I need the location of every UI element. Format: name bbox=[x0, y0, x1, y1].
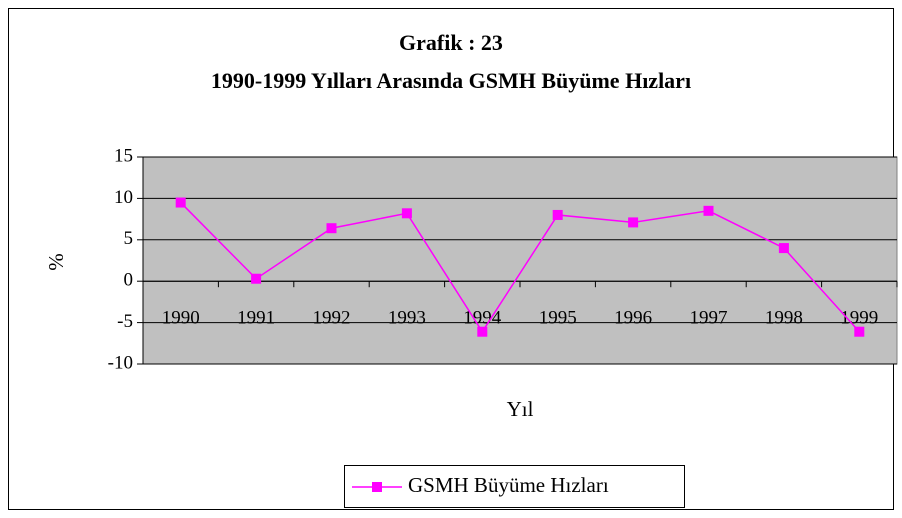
x-tick-label: 1991 bbox=[237, 308, 275, 329]
x-tick-label: 1998 bbox=[765, 308, 803, 329]
data-point bbox=[251, 273, 262, 284]
x-tick-label: 1992 bbox=[313, 308, 351, 329]
legend-label: GSMH Büyüme Hızları bbox=[408, 473, 609, 497]
plot-area bbox=[142, 156, 898, 365]
series-line bbox=[180, 202, 860, 334]
x-tick-label: 1994 bbox=[463, 308, 502, 329]
data-point bbox=[401, 208, 412, 219]
x-tick-label: 1997 bbox=[690, 308, 728, 329]
data-point bbox=[477, 326, 488, 337]
x-tick-label: 1996 bbox=[614, 308, 652, 329]
y-tick-label: 0 bbox=[124, 270, 134, 291]
y-tick-label: 5 bbox=[124, 228, 134, 249]
x-tick-label: 1995 bbox=[539, 308, 577, 329]
chart-title: Grafik : 23 bbox=[399, 30, 503, 55]
x-tick-label: 1999 bbox=[840, 308, 878, 329]
x-tick-label: 1990 bbox=[162, 308, 200, 329]
chart-subtitle: 1990-1999 Yılları Arasında GSMH Büyüme H… bbox=[211, 68, 691, 93]
y-tick-label: 15 bbox=[114, 145, 133, 166]
data-point bbox=[703, 205, 714, 216]
y-axis-label: % bbox=[44, 253, 68, 271]
y-tick-label: 10 bbox=[114, 187, 133, 208]
x-tick-label: 1993 bbox=[388, 308, 426, 329]
data-point bbox=[552, 209, 563, 220]
data-point bbox=[326, 223, 337, 234]
data-point bbox=[175, 197, 186, 208]
data-point bbox=[778, 243, 789, 254]
data-point bbox=[628, 217, 639, 228]
y-tick-label: -5 bbox=[117, 311, 133, 332]
y-tick-label: -10 bbox=[108, 352, 133, 373]
data-point bbox=[854, 326, 865, 337]
x-axis-label: Yıl bbox=[507, 397, 534, 421]
legend-marker bbox=[372, 482, 382, 492]
